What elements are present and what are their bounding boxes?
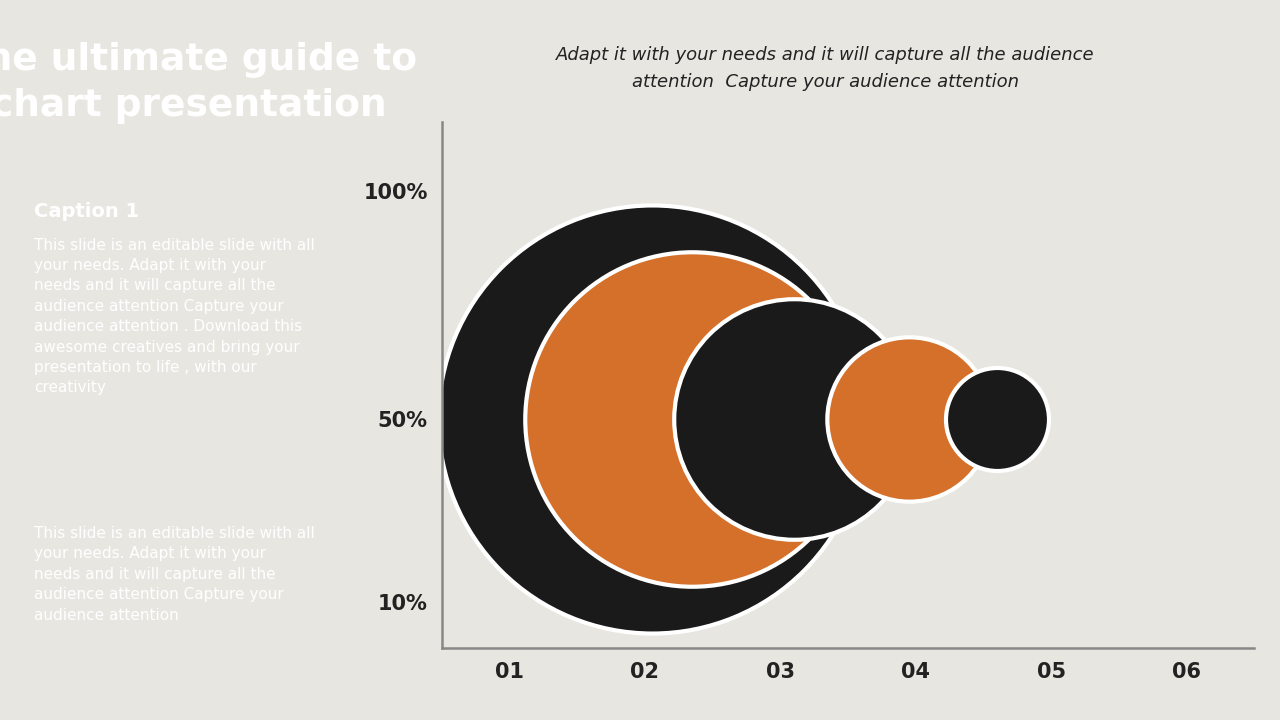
Point — [682, 414, 703, 426]
Point — [783, 414, 804, 426]
Point — [987, 414, 1007, 426]
Text: This slide is an editable slide with all
your needs. Adapt it with your
needs an: This slide is an editable slide with all… — [35, 238, 315, 395]
Text: The ultimate guide to
chart presentation: The ultimate guide to chart presentation — [0, 42, 417, 124]
Text: Adapt it with your needs and it will capture all the audience
attention  Capture: Adapt it with your needs and it will cap… — [557, 46, 1094, 91]
Text: This slide is an editable slide with all
your needs. Adapt it with your
needs an: This slide is an editable slide with all… — [35, 526, 315, 623]
Point — [899, 414, 919, 426]
Text: Caption 1: Caption 1 — [35, 202, 140, 220]
Point — [641, 414, 662, 426]
